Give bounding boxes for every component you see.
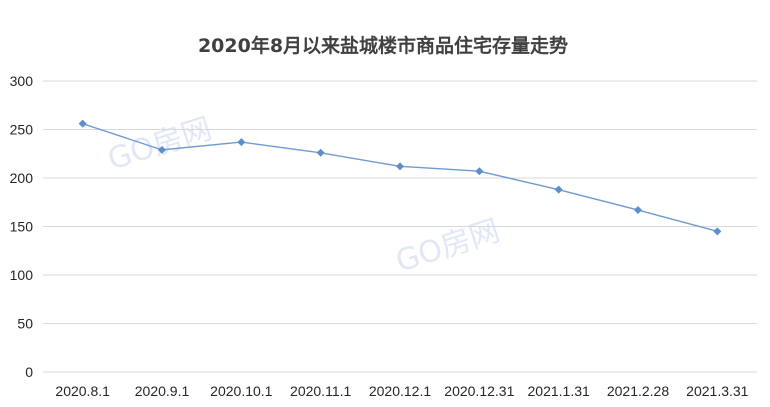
x-tick-label: 2020.10.1 xyxy=(210,383,272,399)
chart-title: 2020年8月以来盐城楼市商品住宅存量走势 xyxy=(198,34,568,57)
data-point xyxy=(713,227,722,236)
data-point xyxy=(554,185,563,194)
x-tick-label: 2021.1.31 xyxy=(528,383,590,399)
watermark-2: GO房网 xyxy=(392,213,504,279)
series-layer xyxy=(78,119,722,236)
x-tick-label: 2021.3.31 xyxy=(686,383,748,399)
data-point xyxy=(396,162,404,171)
data-point xyxy=(158,145,166,154)
x-tick-label: 2020.12.31 xyxy=(444,383,514,399)
gridlines xyxy=(43,80,757,373)
x-tick-label: 2020.9.1 xyxy=(135,383,190,399)
y-tick-label: 200 xyxy=(10,170,34,186)
x-tick-label: 2021.2.28 xyxy=(607,383,669,399)
y-tick-label: 50 xyxy=(17,316,33,332)
watermark-group: GO房网 GO房网 xyxy=(104,111,504,279)
watermark-1: GO房网 xyxy=(104,111,216,177)
data-point xyxy=(475,167,484,176)
data-point xyxy=(78,119,87,128)
y-tick-label: 300 xyxy=(10,73,34,89)
y-tick-label: 250 xyxy=(10,122,34,138)
y-tick-label: 0 xyxy=(25,364,33,380)
x-axis-ticks: 2020.8.1 2020.9.1 2020.10.1 2020.11.1 2020.1… xyxy=(55,383,748,399)
y-tick-label: 150 xyxy=(10,219,34,235)
data-point xyxy=(634,206,642,215)
y-tick-label: 100 xyxy=(10,267,34,283)
data-point xyxy=(237,138,246,147)
y-axis-ticks: 0 50 100 150 200 250 300 xyxy=(10,73,34,380)
x-tick-label: 2020.11.1 xyxy=(290,383,351,399)
x-tick-label: 2020.12.1 xyxy=(369,383,431,399)
x-tick-label: 2020.8.1 xyxy=(55,383,110,399)
data-point xyxy=(316,148,325,157)
